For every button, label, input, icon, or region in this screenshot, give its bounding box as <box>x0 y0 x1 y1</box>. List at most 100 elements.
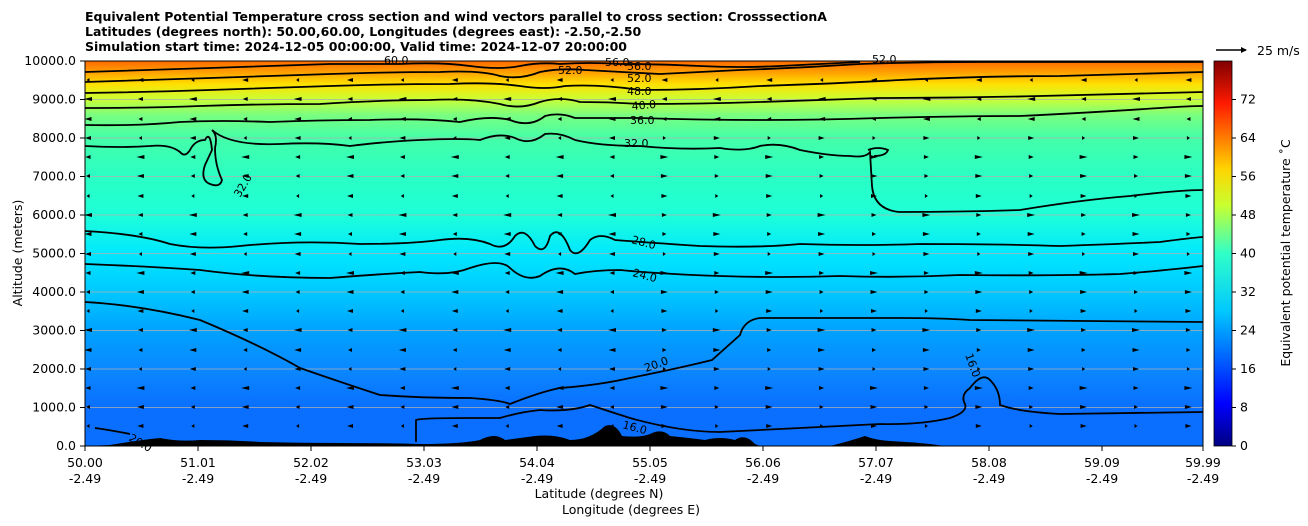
wind-vector-arrow <box>1028 367 1035 371</box>
colorbar-gradient-bar <box>1213 60 1233 447</box>
contour-label-48: 48.0 <box>627 85 652 98</box>
x-tick-label-lon: -2.49 <box>747 471 779 486</box>
wind-vector-arrow <box>1081 213 1087 217</box>
wind-vector-arrow <box>504 155 510 159</box>
wind-vector-arrow <box>347 328 353 332</box>
wind-vector-arrow <box>241 174 249 178</box>
colorbar-tick-label: 32 <box>1240 284 1256 299</box>
wind-vector-arrow <box>1082 367 1086 371</box>
wind-vector-arrow <box>714 290 719 294</box>
wind-vector-arrow <box>85 367 91 371</box>
wind-vector-arrow <box>189 367 196 371</box>
wind-vector-arrow <box>556 174 564 178</box>
x-tick-label-lat: 59.09 <box>1084 455 1120 470</box>
colorbar-tick-label: 56 <box>1240 169 1256 184</box>
wind-vector-arrow <box>870 405 878 409</box>
wind-vector-arrow <box>136 290 144 294</box>
wind-vector-arrow <box>977 136 981 140</box>
wind-vector-arrow <box>974 155 983 159</box>
wind-vector-arrow <box>137 97 143 101</box>
wind-vector-arrow <box>1079 155 1088 159</box>
x-tick-label-lon: -2.49 <box>182 471 214 486</box>
wind-vector-arrow <box>505 405 510 409</box>
wind-vector-arrow <box>348 252 352 256</box>
wind-vector-arrow <box>924 424 928 428</box>
contour-label-32: 32.0 <box>624 137 649 150</box>
wind-vector-arrow <box>242 328 248 332</box>
wind-vector-arrow <box>452 117 457 121</box>
wind-vector-arrow <box>86 424 90 428</box>
contour-line-52 <box>84 61 1203 83</box>
wind-vector-arrow <box>767 348 772 352</box>
wind-vector-arrow <box>1132 97 1140 101</box>
wind-vector-arrow <box>348 367 352 371</box>
wind-vector-arrow <box>975 309 982 313</box>
y-tick-label: 9000.0 <box>32 92 76 107</box>
wind-vector-arrow <box>503 232 511 236</box>
wind-vector-arrow <box>1134 290 1138 294</box>
wind-vector-arrow <box>1186 348 1191 352</box>
wind-vector-arrow <box>1029 309 1033 313</box>
wind-vector-arrow <box>766 328 772 332</box>
wind-vector-arrow <box>241 271 250 275</box>
contour-line-28 <box>84 230 1204 255</box>
wind-vector-arrow <box>924 174 929 178</box>
wind-vector-arrow <box>295 174 300 178</box>
wind-vector-arrow <box>1134 405 1138 409</box>
wind-vector-arrow <box>714 405 719 409</box>
y-tick-label: 7000.0 <box>32 169 76 184</box>
x-tick-label-lat: 55.05 <box>632 455 668 470</box>
colorbar-tick-label: 48 <box>1240 207 1256 222</box>
wind-vector-arrow <box>1029 424 1033 428</box>
wind-vector-arrow <box>608 213 616 217</box>
x-tick-label-lon: -2.49 <box>634 471 666 486</box>
wind-vector-arrow <box>1134 174 1138 178</box>
wind-vector-arrow <box>975 290 983 294</box>
wind-vector-arrow <box>136 386 145 390</box>
wind-vector-arrow <box>504 386 510 390</box>
wind-vector-arrow <box>766 78 773 82</box>
wind-vector-arrow <box>975 424 982 428</box>
wind-vector-arrow <box>765 271 774 275</box>
wind-vector-arrow <box>922 328 931 332</box>
wind-vector-arrow <box>872 367 876 371</box>
wind-vector-arrow <box>765 290 773 294</box>
wind-vector-arrow <box>346 386 354 390</box>
wind-vector-arrow <box>974 386 983 390</box>
wind-vector-arrow <box>348 136 352 140</box>
wind-vector-arrow <box>1081 328 1087 332</box>
wind-vector-arrow <box>348 232 352 236</box>
wind-vector-arrow <box>86 174 90 178</box>
wind-vector-arrow <box>714 174 719 178</box>
x-tick-label-lon: -2.49 <box>860 471 892 486</box>
wind-vector-arrow <box>766 213 772 217</box>
wind-vector-arrow <box>1029 78 1033 82</box>
wind-vector-arrow <box>608 232 616 236</box>
wind-vector-arrow <box>557 328 563 332</box>
wind-vector-arrow <box>558 136 562 140</box>
wind-key-label: 25 m/s <box>1257 43 1300 58</box>
wind-vector-arrow <box>1184 155 1193 159</box>
wind-vector-arrow <box>818 367 825 371</box>
wind-vector-arrow <box>870 155 878 159</box>
wind-vector-arrow <box>1134 309 1138 313</box>
wind-vector-arrow <box>1029 405 1034 409</box>
wind-vector-arrow <box>137 213 143 217</box>
wind-vector-arrow <box>450 386 459 390</box>
x-tick-label-lon: -2.49 <box>1187 471 1219 486</box>
wind-vector-arrow <box>977 252 981 256</box>
wind-vector-arrow <box>190 155 196 159</box>
wind-vector-arrow <box>505 174 510 178</box>
wind-vector-arrow <box>189 252 196 256</box>
wind-vector-arrow <box>293 97 302 101</box>
wind-vector-arrow <box>923 252 930 256</box>
wind-vector-arrow <box>347 78 353 82</box>
wind-vector-arrow <box>558 252 562 256</box>
wind-vector-arrow <box>766 424 773 428</box>
wind-vector-arrow <box>451 405 459 409</box>
wind-vector-arrow <box>818 232 826 236</box>
contour-label-40: 40.0 <box>631 98 657 113</box>
wind-vector-arrow <box>556 405 564 409</box>
wind-vector-arrow <box>243 136 247 140</box>
wind-vector-arrow <box>608 328 616 332</box>
